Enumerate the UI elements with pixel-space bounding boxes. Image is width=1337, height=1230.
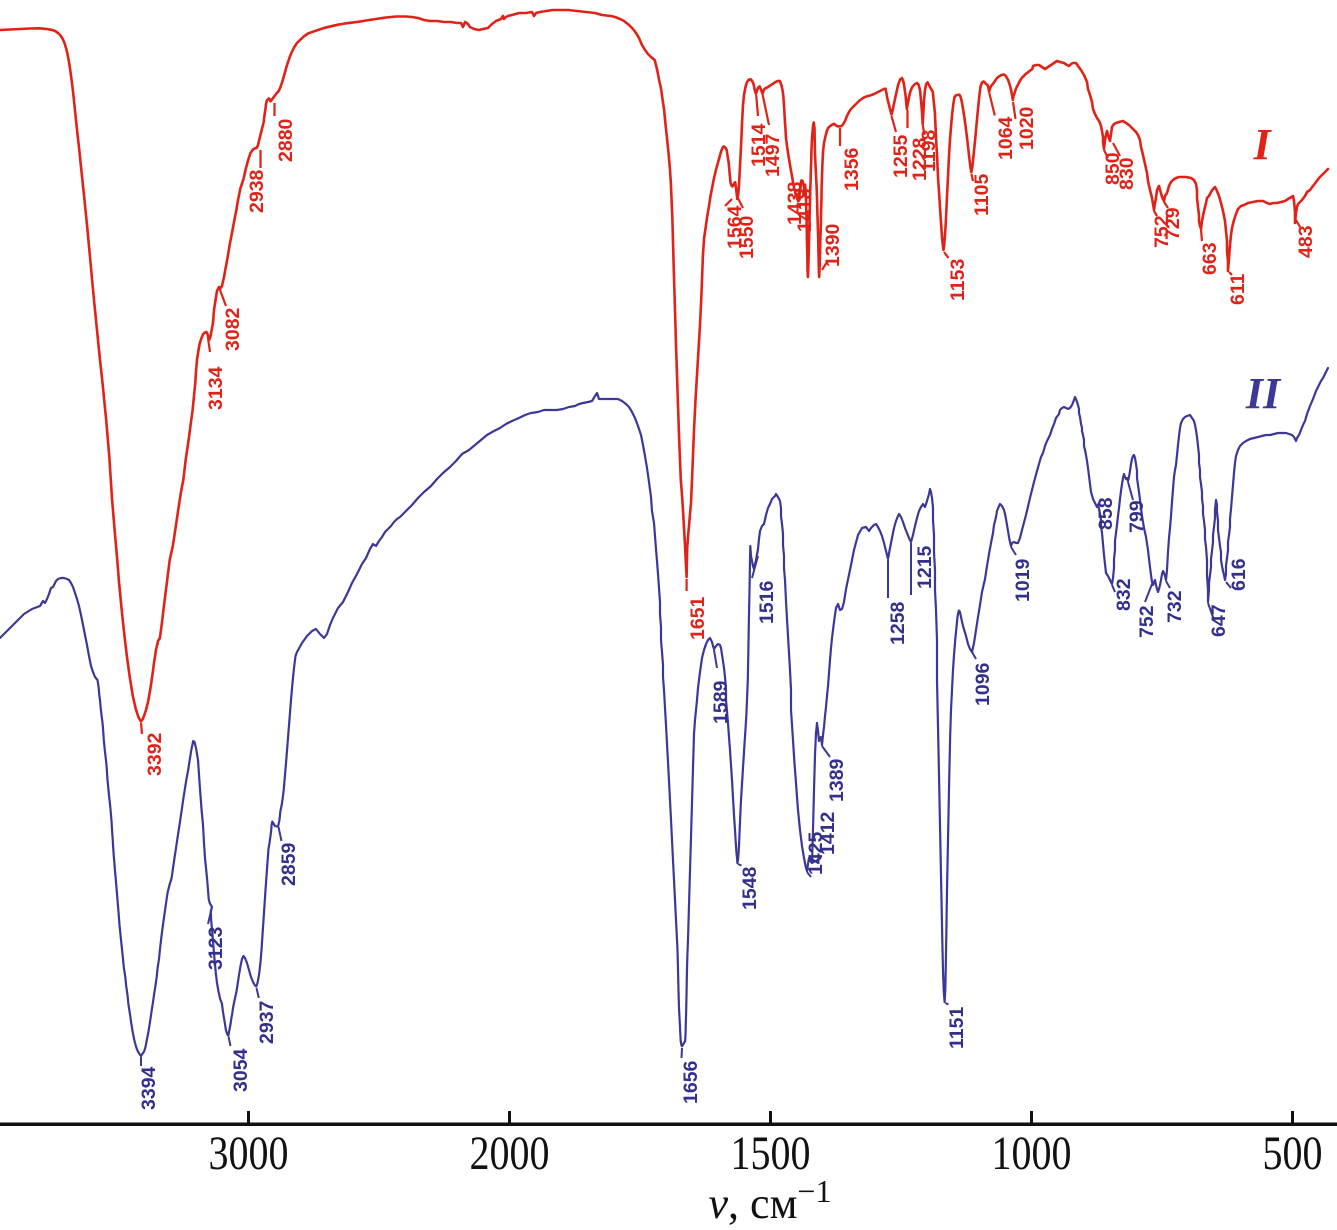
svg-text:2859: 2859 bbox=[278, 842, 300, 886]
svg-text:3054: 3054 bbox=[230, 1048, 252, 1092]
svg-text:1514: 1514 bbox=[748, 123, 770, 167]
svg-text:3392: 3392 bbox=[144, 732, 166, 776]
svg-text:3082: 3082 bbox=[222, 307, 244, 351]
svg-text:1412: 1412 bbox=[817, 811, 839, 855]
svg-text:1019: 1019 bbox=[1012, 558, 1034, 602]
svg-text:1497: 1497 bbox=[762, 134, 784, 177]
svg-text:1656: 1656 bbox=[680, 1060, 702, 1104]
svg-text:1500: 1500 bbox=[731, 1127, 811, 1180]
svg-text:832: 832 bbox=[1113, 578, 1135, 611]
svg-text:500: 500 bbox=[1263, 1127, 1323, 1180]
svg-text:850: 850 bbox=[1102, 152, 1124, 185]
svg-text:732: 732 bbox=[1164, 590, 1186, 623]
svg-text:2938: 2938 bbox=[246, 169, 268, 213]
svg-text:1020: 1020 bbox=[1016, 106, 1038, 150]
svg-text:1548: 1548 bbox=[739, 866, 761, 910]
svg-text:3000: 3000 bbox=[209, 1127, 289, 1180]
svg-text:I: I bbox=[1252, 120, 1272, 169]
svg-text:1651: 1651 bbox=[687, 596, 709, 640]
svg-text:647: 647 bbox=[1208, 604, 1230, 637]
svg-text:752: 752 bbox=[1136, 605, 1158, 638]
svg-text:1390: 1390 bbox=[822, 223, 844, 267]
svg-text:1389: 1389 bbox=[826, 758, 848, 802]
svg-text:616: 616 bbox=[1228, 558, 1250, 591]
svg-text:2937: 2937 bbox=[256, 1001, 278, 1044]
svg-text:1550: 1550 bbox=[736, 215, 758, 259]
svg-text:1564: 1564 bbox=[724, 205, 746, 249]
svg-text:483: 483 bbox=[1295, 225, 1317, 258]
svg-text:1096: 1096 bbox=[972, 662, 994, 706]
svg-text:1215: 1215 bbox=[914, 545, 936, 589]
svg-text:1438: 1438 bbox=[784, 181, 806, 225]
svg-text:858: 858 bbox=[1095, 497, 1117, 530]
svg-text:3123: 3123 bbox=[205, 926, 227, 970]
svg-text:1425: 1425 bbox=[805, 831, 827, 875]
svg-text:1589: 1589 bbox=[710, 680, 732, 724]
svg-text:663: 663 bbox=[1199, 242, 1221, 275]
svg-text:830: 830 bbox=[1116, 157, 1138, 190]
svg-text:1258: 1258 bbox=[887, 601, 909, 645]
svg-text:1151: 1151 bbox=[946, 1007, 968, 1049]
svg-text:1228: 1228 bbox=[909, 137, 931, 181]
svg-text:729: 729 bbox=[1162, 207, 1184, 240]
svg-text:2880: 2880 bbox=[275, 118, 297, 162]
svg-text:1255: 1255 bbox=[890, 134, 912, 178]
svg-text:1198: 1198 bbox=[918, 130, 940, 172]
svg-text:1000: 1000 bbox=[992, 1127, 1072, 1180]
svg-text:II: II bbox=[1245, 369, 1282, 418]
svg-text:799: 799 bbox=[1126, 500, 1148, 533]
svg-text:1105: 1105 bbox=[971, 174, 993, 216]
svg-text:1356: 1356 bbox=[841, 147, 863, 191]
svg-text:3134: 3134 bbox=[205, 366, 227, 410]
svg-text:1418: 1418 bbox=[794, 188, 816, 232]
svg-text:611: 611 bbox=[1227, 273, 1249, 305]
svg-text:1064: 1064 bbox=[995, 116, 1017, 160]
svg-text:1516: 1516 bbox=[756, 580, 778, 624]
svg-text:2000: 2000 bbox=[470, 1127, 550, 1180]
svg-text:3394: 3394 bbox=[138, 1066, 160, 1110]
svg-text:1153: 1153 bbox=[947, 259, 969, 301]
svg-text:752: 752 bbox=[1151, 215, 1173, 248]
